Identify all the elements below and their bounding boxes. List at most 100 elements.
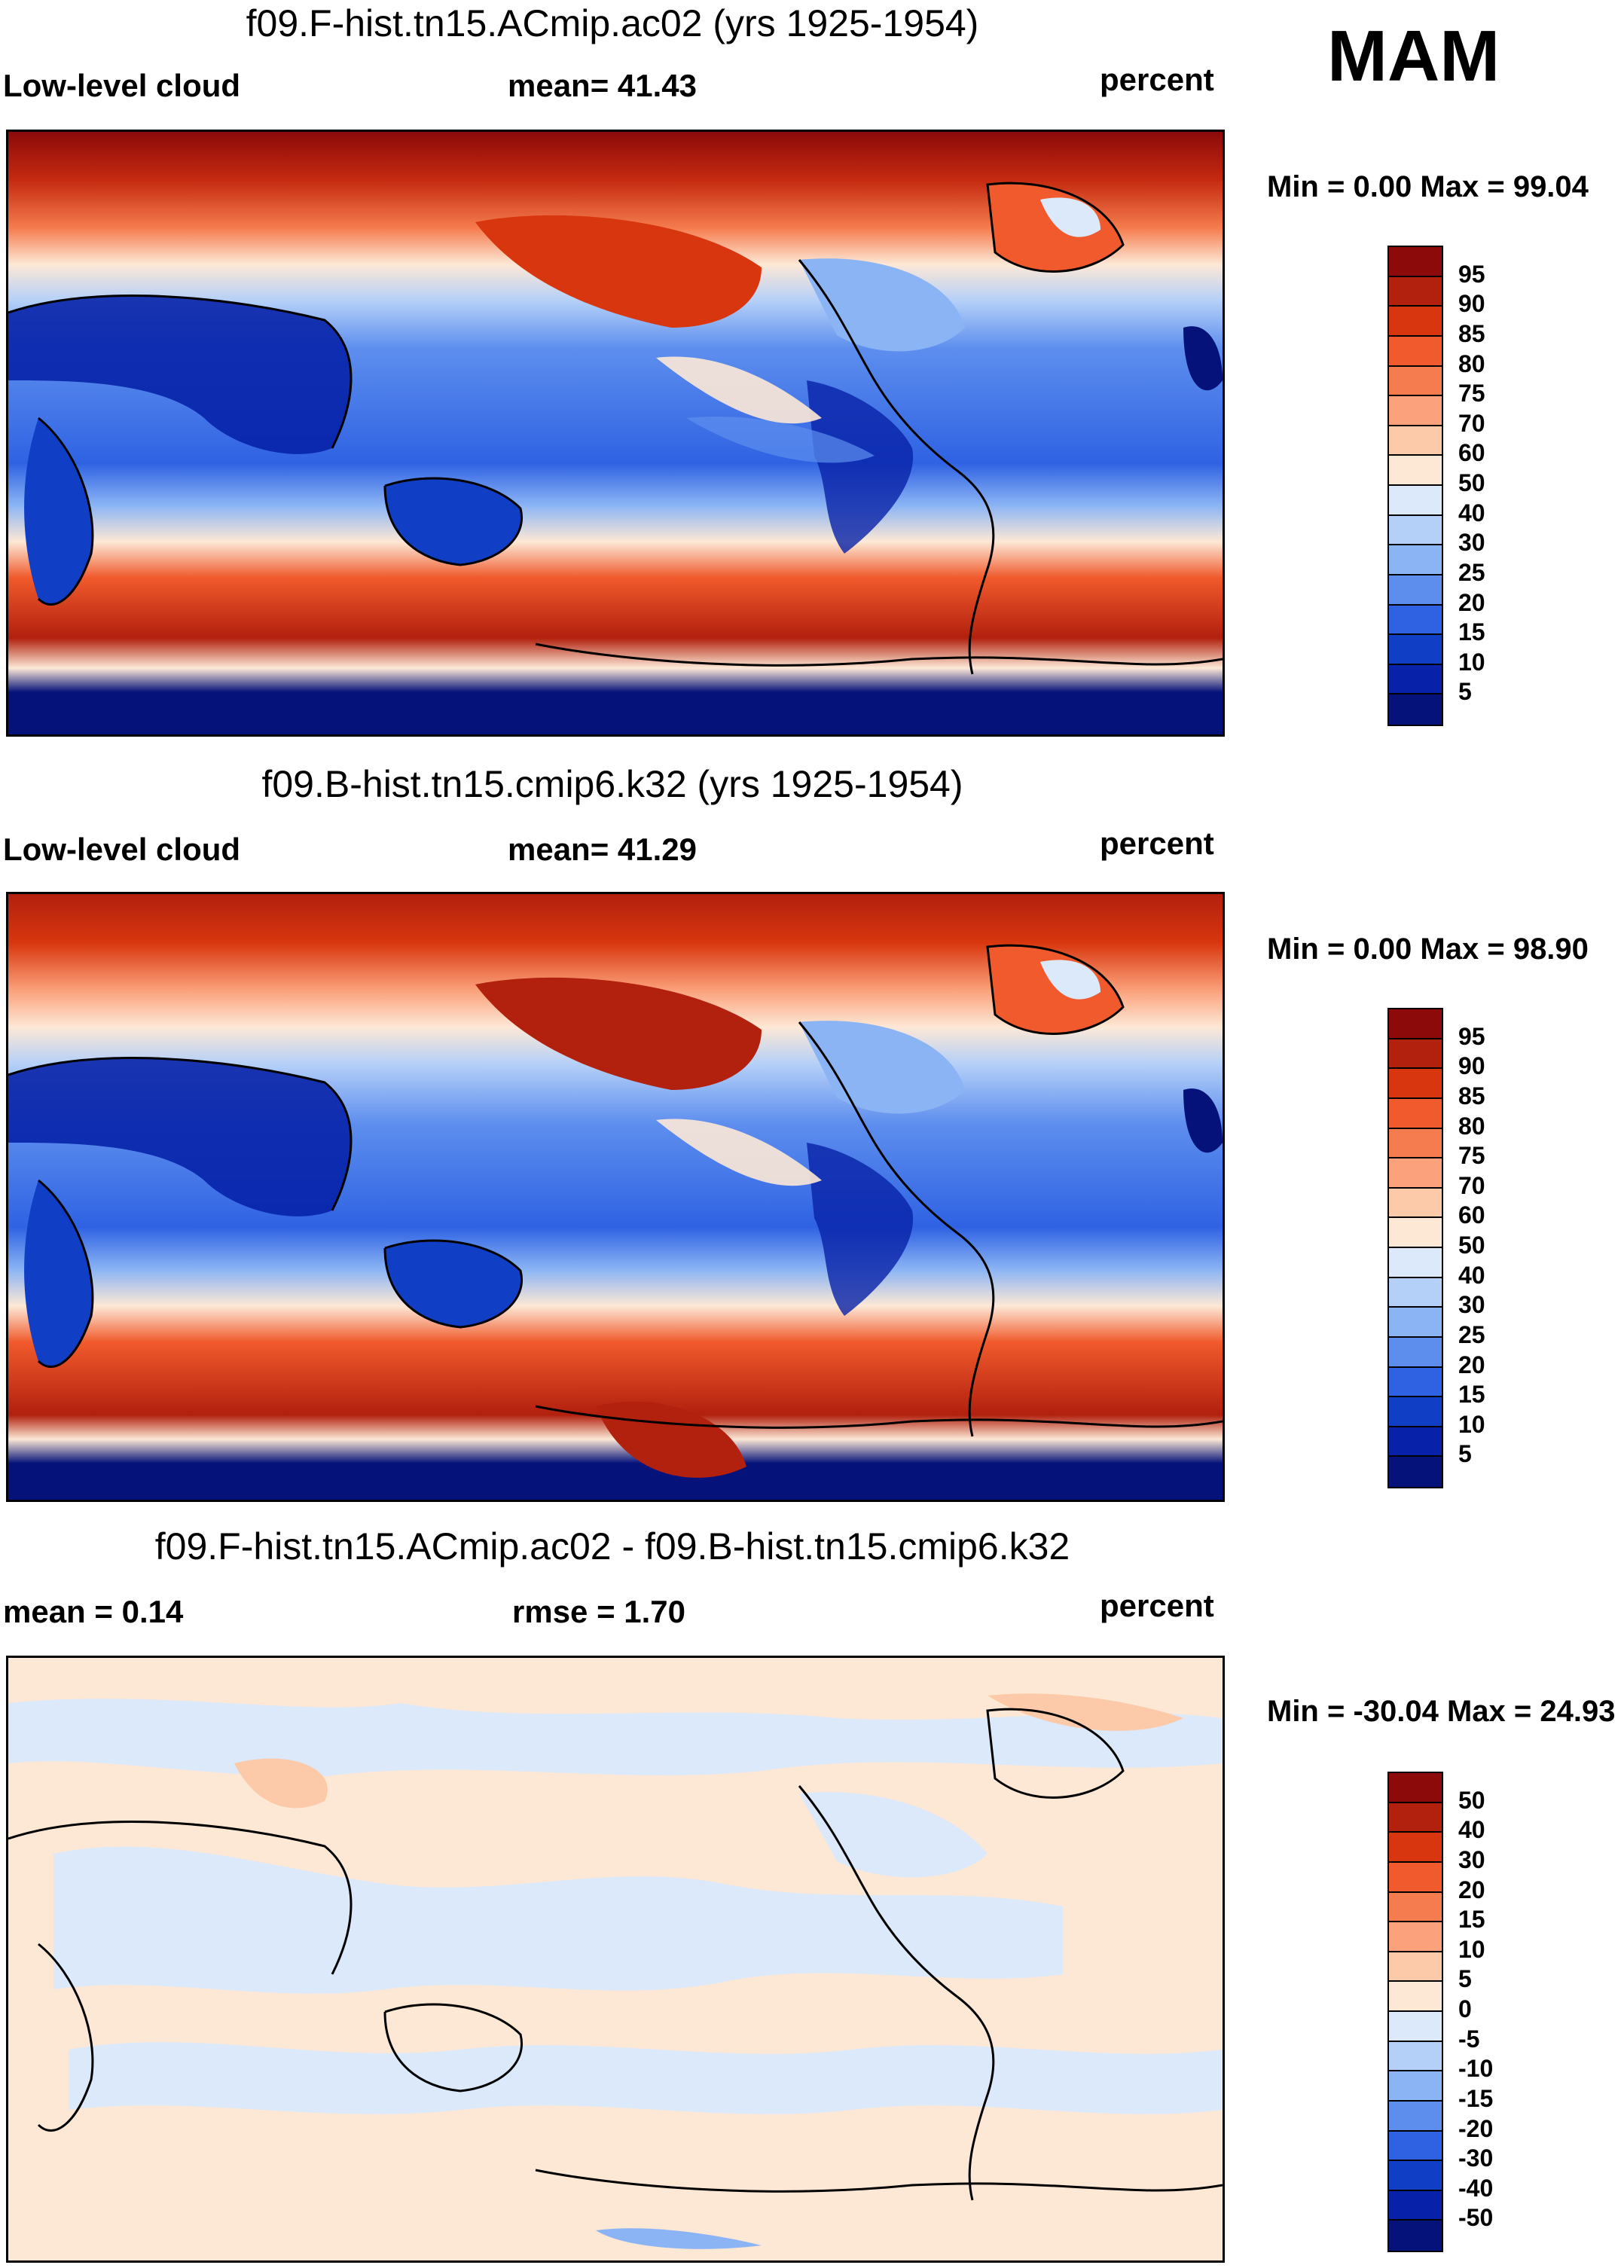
colorbar-swatch	[1389, 1802, 1442, 1833]
colorbar-swatch	[1389, 1188, 1442, 1219]
colorbar-swatch	[1389, 1833, 1442, 1863]
colorbar-tick-label: 80	[1458, 350, 1485, 377]
colorbar-swatch	[1389, 2221, 1442, 2251]
colorbar-swatch	[1389, 336, 1442, 367]
colorbar-swatch	[1389, 1397, 1442, 1427]
panel2-colorbar	[1387, 1008, 1443, 1488]
colorbar-swatch	[1389, 1128, 1442, 1159]
colorbar-swatch	[1389, 1952, 1442, 1983]
colorbar-tick-label: 85	[1458, 319, 1485, 347]
colorbar-tick-label: 0	[1458, 1995, 1472, 2022]
colorbar-tick-label: 75	[1458, 380, 1485, 408]
panel2-mean-label: mean= 41.29	[508, 832, 698, 867]
colorbar-swatch	[1389, 1218, 1442, 1248]
colorbar-tick-label: 5	[1458, 1440, 1472, 1468]
colorbar-swatch	[1389, 366, 1442, 397]
colorbar-swatch	[1389, 1862, 1442, 1893]
colorbar-tick-label: 20	[1458, 1876, 1485, 1903]
colorbar-tick-label: 50	[1458, 469, 1485, 496]
colorbar-tick-label: 10	[1458, 1935, 1485, 1963]
colorbar-tick-label: 85	[1458, 1082, 1485, 1110]
colorbar-swatch	[1389, 1457, 1442, 1487]
colorbar-swatch	[1389, 486, 1442, 516]
colorbar-swatch	[1389, 635, 1442, 665]
colorbar-tick-label: -50	[1458, 2204, 1494, 2232]
colorbar-swatch	[1389, 1098, 1442, 1129]
panel2-units-label: percent	[1100, 826, 1214, 861]
colorbar-swatch	[1389, 605, 1442, 636]
colorbar-swatch	[1389, 1277, 1442, 1308]
colorbar-tick-label: 95	[1458, 1022, 1485, 1050]
colorbar-tick-label: -40	[1458, 2174, 1494, 2202]
colorbar-swatch	[1389, 664, 1442, 695]
colorbar-swatch	[1389, 1427, 1442, 1458]
colorbar-swatch	[1389, 1922, 1442, 1952]
colorbar-tick-label: 75	[1458, 1142, 1485, 1170]
panel2-minmax: Min = 0.00 Max = 98.90	[1267, 933, 1589, 966]
colorbar-tick-label: 10	[1458, 648, 1485, 676]
colorbar-tick-label: 90	[1458, 290, 1485, 318]
panel3-colorbar	[1387, 1772, 1443, 2252]
panel1-variable-label: Low-level cloud	[3, 68, 241, 103]
colorbar-swatch	[1389, 1039, 1442, 1070]
colorbar-swatch	[1389, 456, 1442, 486]
colorbar-tick-label: 25	[1458, 558, 1485, 586]
colorbar-tick-label: 40	[1458, 499, 1485, 527]
colorbar-swatch	[1389, 1337, 1442, 1368]
colorbar-tick-label: 90	[1458, 1052, 1485, 1080]
season-label: MAM	[1327, 16, 1500, 96]
panel3-map	[6, 1656, 1225, 2263]
panel1-map-field	[8, 132, 1223, 734]
colorbar-swatch	[1389, 694, 1442, 725]
colorbar-tick-label: 70	[1458, 409, 1485, 437]
colorbar-swatch	[1389, 307, 1442, 337]
panel3-units-label: percent	[1100, 1588, 1214, 1623]
colorbar-tick-label: 50	[1458, 1786, 1485, 1814]
colorbar-tick-label: 40	[1458, 1816, 1485, 1844]
colorbar-tick-label: 30	[1458, 1845, 1485, 1873]
panel2-map	[6, 892, 1225, 1502]
colorbar-swatch	[1389, 396, 1442, 426]
colorbar-tick-label: 60	[1458, 1201, 1485, 1229]
colorbar-tick-label: -10	[1458, 2055, 1494, 2083]
colorbar-tick-label: 5	[1458, 678, 1472, 706]
panel1-units-label: percent	[1100, 62, 1214, 97]
colorbar-tick-label: -5	[1458, 2025, 1480, 2053]
colorbar-swatch	[1389, 1773, 1442, 1803]
panel2-title: f09.B-hist.tn15.cmip6.k32 (yrs 1925-1954…	[261, 763, 963, 805]
colorbar-swatch	[1389, 1158, 1442, 1189]
colorbar-swatch	[1389, 2131, 1442, 2162]
colorbar-swatch	[1389, 575, 1442, 606]
panel1-mean-label: mean= 41.43	[508, 68, 698, 103]
colorbar-swatch	[1389, 2012, 1442, 2042]
colorbar-swatch	[1389, 1248, 1442, 1278]
colorbar-swatch	[1389, 276, 1442, 307]
colorbar-tick-label: 60	[1458, 439, 1485, 467]
panel2-map-field	[8, 894, 1223, 1500]
colorbar-tick-label: -30	[1458, 2144, 1494, 2172]
colorbar-swatch	[1389, 1009, 1442, 1039]
colorbar-tick-label: 5	[1458, 1965, 1472, 1993]
colorbar-swatch	[1389, 2071, 1442, 2102]
colorbar-swatch	[1389, 2161, 1442, 2191]
panel3-mean-label: mean = 0.14	[3, 1594, 184, 1629]
panel3-minmax: Min = -30.04 Max = 24.93	[1267, 1695, 1616, 1728]
colorbar-tick-label: 10	[1458, 1410, 1485, 1438]
colorbar-tick-label: -20	[1458, 2114, 1494, 2142]
colorbar-tick-label: 50	[1458, 1232, 1485, 1259]
colorbar-swatch	[1389, 1308, 1442, 1338]
colorbar-swatch	[1389, 1367, 1442, 1398]
colorbar-swatch	[1389, 515, 1442, 546]
colorbar-swatch	[1389, 2041, 1442, 2072]
colorbar-tick-label: -15	[1458, 2084, 1494, 2112]
colorbar-swatch	[1389, 545, 1442, 575]
colorbar-tick-label: 80	[1458, 1112, 1485, 1140]
panel1-title: f09.F-hist.tn15.ACmip.ac02 (yrs 1925-195…	[246, 2, 979, 44]
colorbar-tick-label: 15	[1458, 1381, 1485, 1409]
panel3-title: f09.F-hist.tn15.ACmip.ac02 - f09.B-hist.…	[154, 1525, 1070, 1567]
panel1-minmax: Min = 0.00 Max = 99.04	[1267, 170, 1589, 203]
panel1-map	[6, 130, 1225, 737]
colorbar-swatch	[1389, 2190, 1442, 2221]
colorbar-swatch	[1389, 247, 1442, 277]
colorbar-tick-label: 25	[1458, 1320, 1485, 1348]
